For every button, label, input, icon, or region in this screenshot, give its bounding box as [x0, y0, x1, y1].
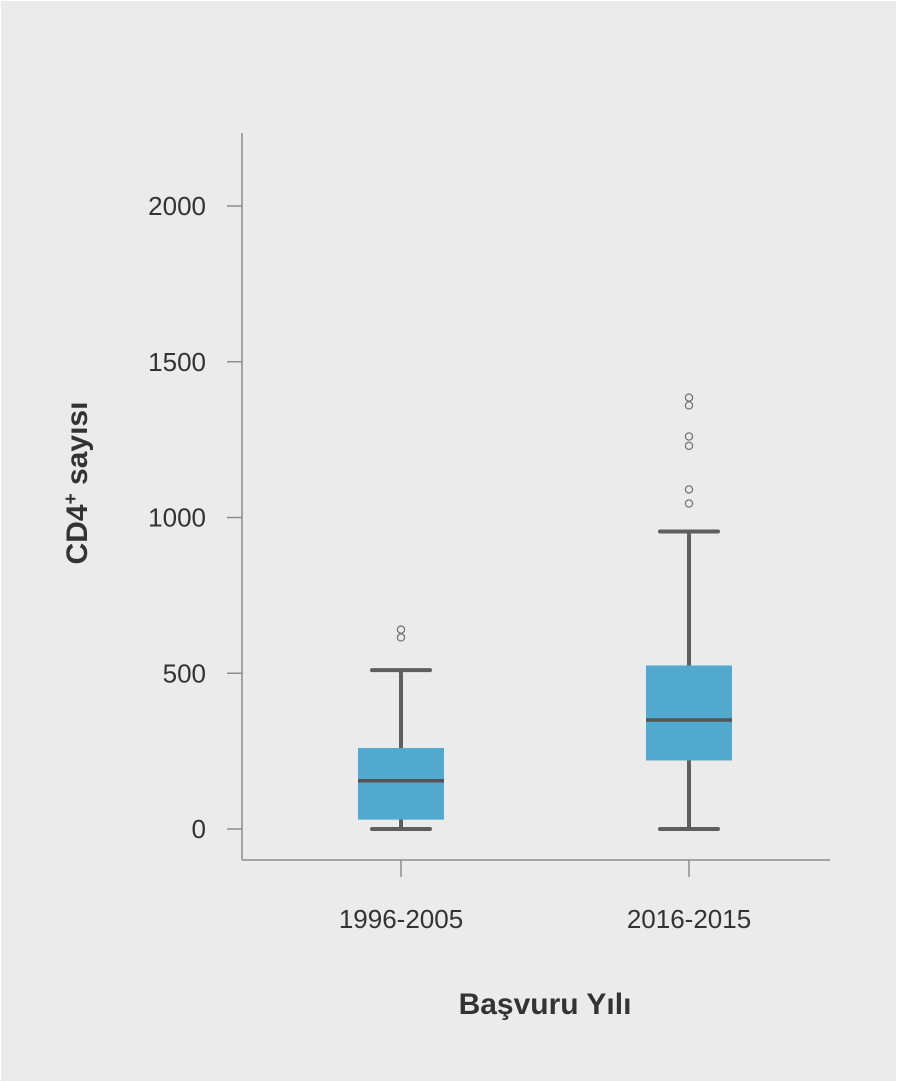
outlier-point [684, 499, 694, 508]
y-tick-label: 1500 [148, 347, 206, 377]
x-tick-label: 2016-2015 [627, 904, 751, 934]
x-axis-ticks: 1996-2005 2016-2015 [339, 860, 751, 934]
box-group-1996-2005 [358, 625, 444, 831]
y-axis-title: CD4+ sayısı [61, 402, 95, 565]
y-tick-label: 0 [192, 814, 206, 844]
y-axis-ticks: 0 500 1000 1500 2000 [148, 191, 242, 844]
y-tick-label: 1000 [148, 503, 206, 533]
box-series [358, 393, 732, 831]
outlier-point [684, 485, 694, 494]
x-axis-title: Başvuru Yılı [459, 988, 632, 1021]
y-axis-title-tail: sayısı [61, 402, 94, 494]
outlier-point [396, 633, 406, 642]
y-axis-title-main: CD4 [61, 504, 94, 564]
iqr-box [646, 665, 732, 761]
iqr-box [358, 748, 444, 820]
outlier-point [684, 441, 694, 451]
y-tick-label: 2000 [148, 191, 206, 221]
outlier-point [396, 625, 406, 634]
y-axis-title-superscript: + [61, 493, 82, 504]
y-tick-label: 500 [163, 658, 206, 688]
outlier-point [684, 432, 694, 441]
outlier-point [684, 393, 694, 402]
x-tick-label: 1996-2005 [339, 904, 463, 934]
box-group-2016-2015 [646, 393, 732, 831]
outlier-point [684, 401, 694, 410]
